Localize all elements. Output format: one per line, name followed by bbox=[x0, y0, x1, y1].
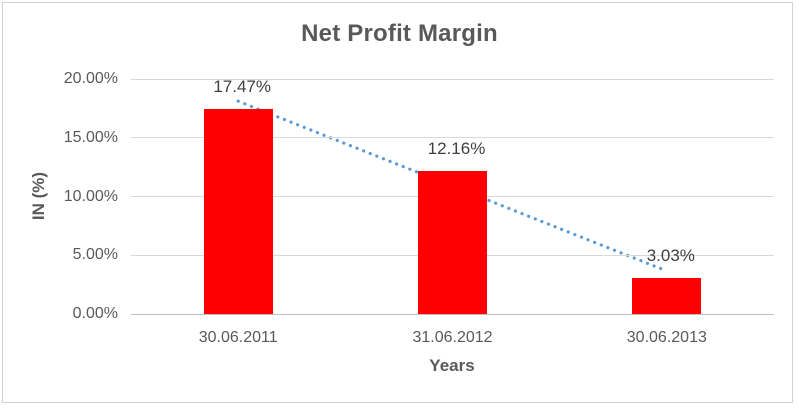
y-tick-label: 5.00% bbox=[72, 246, 118, 264]
x-tick-label: 30.06.2011 bbox=[198, 329, 278, 346]
gridline bbox=[131, 137, 774, 139]
x-tick-label: 31.06.2012 bbox=[412, 329, 493, 346]
y-tick-label: 0.00% bbox=[72, 305, 118, 322]
x-tick-label: 30.06.2013 bbox=[626, 329, 707, 346]
data-label: 17.47% bbox=[213, 76, 271, 96]
bar bbox=[203, 108, 273, 314]
chart-title: Net Profit Margin bbox=[301, 20, 498, 47]
x-axis-title: Years bbox=[429, 356, 475, 375]
y-tick-label: 15.00% bbox=[63, 128, 118, 146]
gridline bbox=[131, 78, 774, 80]
y-tick-label: 10.00% bbox=[63, 187, 118, 205]
data-label: 12.16% bbox=[427, 139, 486, 159]
bar bbox=[418, 171, 487, 314]
y-tick-label: 20.00% bbox=[63, 70, 118, 87]
data-label: 3.03% bbox=[646, 246, 695, 266]
x-axis-line bbox=[131, 313, 774, 315]
bar bbox=[632, 278, 702, 314]
